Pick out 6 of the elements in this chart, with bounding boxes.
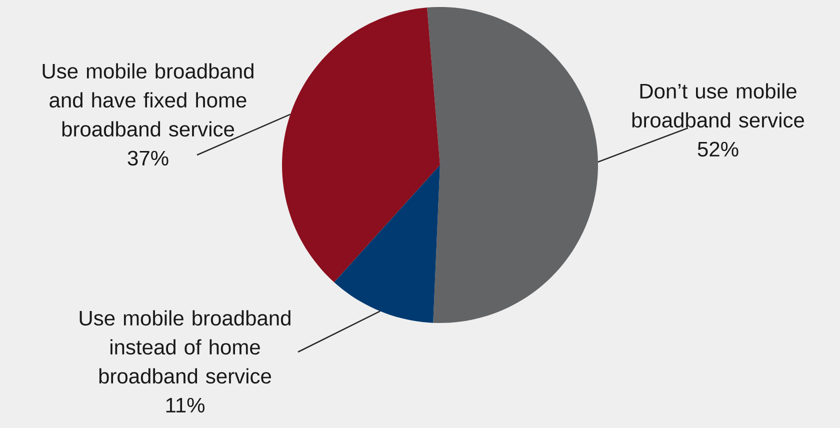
- slice-label: Don’t use mobile broadband service: [632, 83, 804, 128]
- data-label: 37%: [128, 150, 168, 166]
- data-label: 52%: [698, 142, 738, 157]
- data-label: 11%: [166, 398, 204, 413]
- slice-label: Use mobile broadband instead of home broadband service: [80, 310, 290, 384]
- slice-label: Use mobile broadband and have fixed home broadband service: [42, 63, 254, 137]
